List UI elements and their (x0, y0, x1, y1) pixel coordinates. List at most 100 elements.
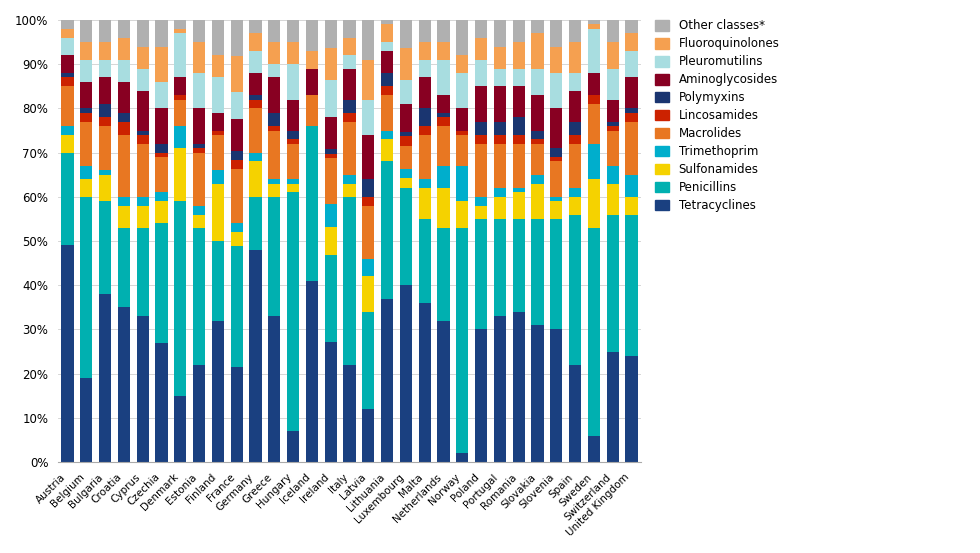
Bar (156, 82, 168, 108)
Bar (607, 69, 619, 100)
Bar (607, 100, 619, 122)
Bar (287, 184, 299, 192)
Bar (457, 55, 468, 73)
Bar (513, 135, 525, 144)
Bar (531, 139, 544, 144)
Bar (230, 246, 243, 367)
Bar (80, 108, 92, 113)
Bar (400, 285, 412, 462)
Bar (174, 396, 186, 462)
Bar (306, 51, 318, 69)
Bar (230, 151, 243, 160)
Bar (230, 56, 243, 92)
Bar (136, 144, 149, 197)
Bar (531, 20, 544, 33)
Bar (418, 179, 431, 188)
Bar (625, 33, 638, 51)
Bar (306, 69, 318, 95)
Bar (513, 144, 525, 188)
Bar (193, 108, 205, 144)
Bar (475, 206, 487, 219)
Bar (625, 113, 638, 122)
Bar (475, 135, 487, 144)
Bar (99, 77, 111, 104)
Bar (400, 187, 412, 285)
Bar (212, 135, 224, 170)
Bar (363, 197, 374, 206)
Bar (607, 166, 619, 184)
Bar (136, 69, 149, 91)
Bar (343, 175, 356, 184)
Bar (250, 100, 262, 108)
Bar (212, 184, 224, 241)
Bar (306, 281, 318, 462)
Bar (607, 184, 619, 215)
Bar (513, 192, 525, 219)
Bar (306, 95, 318, 126)
Bar (193, 148, 205, 153)
Bar (418, 188, 431, 219)
Bar (550, 201, 563, 219)
Bar (136, 206, 149, 228)
Bar (250, 33, 262, 51)
Bar (80, 179, 92, 197)
Bar (437, 126, 450, 166)
Bar (156, 343, 168, 462)
Bar (418, 42, 431, 60)
Bar (99, 294, 111, 462)
Bar (174, 29, 186, 33)
Bar (437, 166, 450, 188)
Bar (531, 69, 544, 95)
Bar (269, 184, 280, 197)
Bar (607, 352, 619, 462)
Bar (250, 95, 262, 100)
Bar (400, 137, 412, 145)
Bar (174, 201, 186, 396)
Bar (324, 158, 337, 204)
Bar (212, 131, 224, 135)
Bar (475, 144, 487, 197)
Bar (494, 86, 506, 122)
Bar (287, 179, 299, 184)
Bar (588, 20, 600, 24)
Bar (343, 365, 356, 462)
Bar (418, 135, 431, 179)
Bar (400, 20, 412, 48)
Bar (569, 365, 581, 462)
Bar (457, 228, 468, 453)
Bar (588, 95, 600, 104)
Bar (625, 20, 638, 33)
Bar (250, 197, 262, 250)
Bar (193, 206, 205, 215)
Bar (550, 197, 563, 201)
Bar (569, 122, 581, 135)
Bar (156, 108, 168, 144)
Bar (287, 192, 299, 431)
Bar (118, 197, 130, 206)
Bar (588, 73, 600, 95)
Bar (156, 20, 168, 46)
Bar (269, 179, 280, 184)
Bar (475, 330, 487, 462)
Bar (212, 55, 224, 77)
Bar (118, 38, 130, 60)
Bar (118, 135, 130, 197)
Bar (324, 48, 337, 80)
Bar (269, 20, 280, 42)
Bar (174, 148, 186, 201)
Bar (607, 20, 619, 42)
Bar (607, 42, 619, 69)
Bar (269, 64, 280, 77)
Bar (418, 219, 431, 303)
Bar (62, 153, 74, 246)
Bar (269, 316, 280, 462)
Bar (531, 175, 544, 184)
Bar (136, 91, 149, 131)
Bar (62, 126, 74, 135)
Bar (324, 342, 337, 462)
Bar (437, 20, 450, 42)
Bar (475, 38, 487, 60)
Bar (250, 73, 262, 95)
Bar (287, 131, 299, 139)
Bar (118, 113, 130, 122)
